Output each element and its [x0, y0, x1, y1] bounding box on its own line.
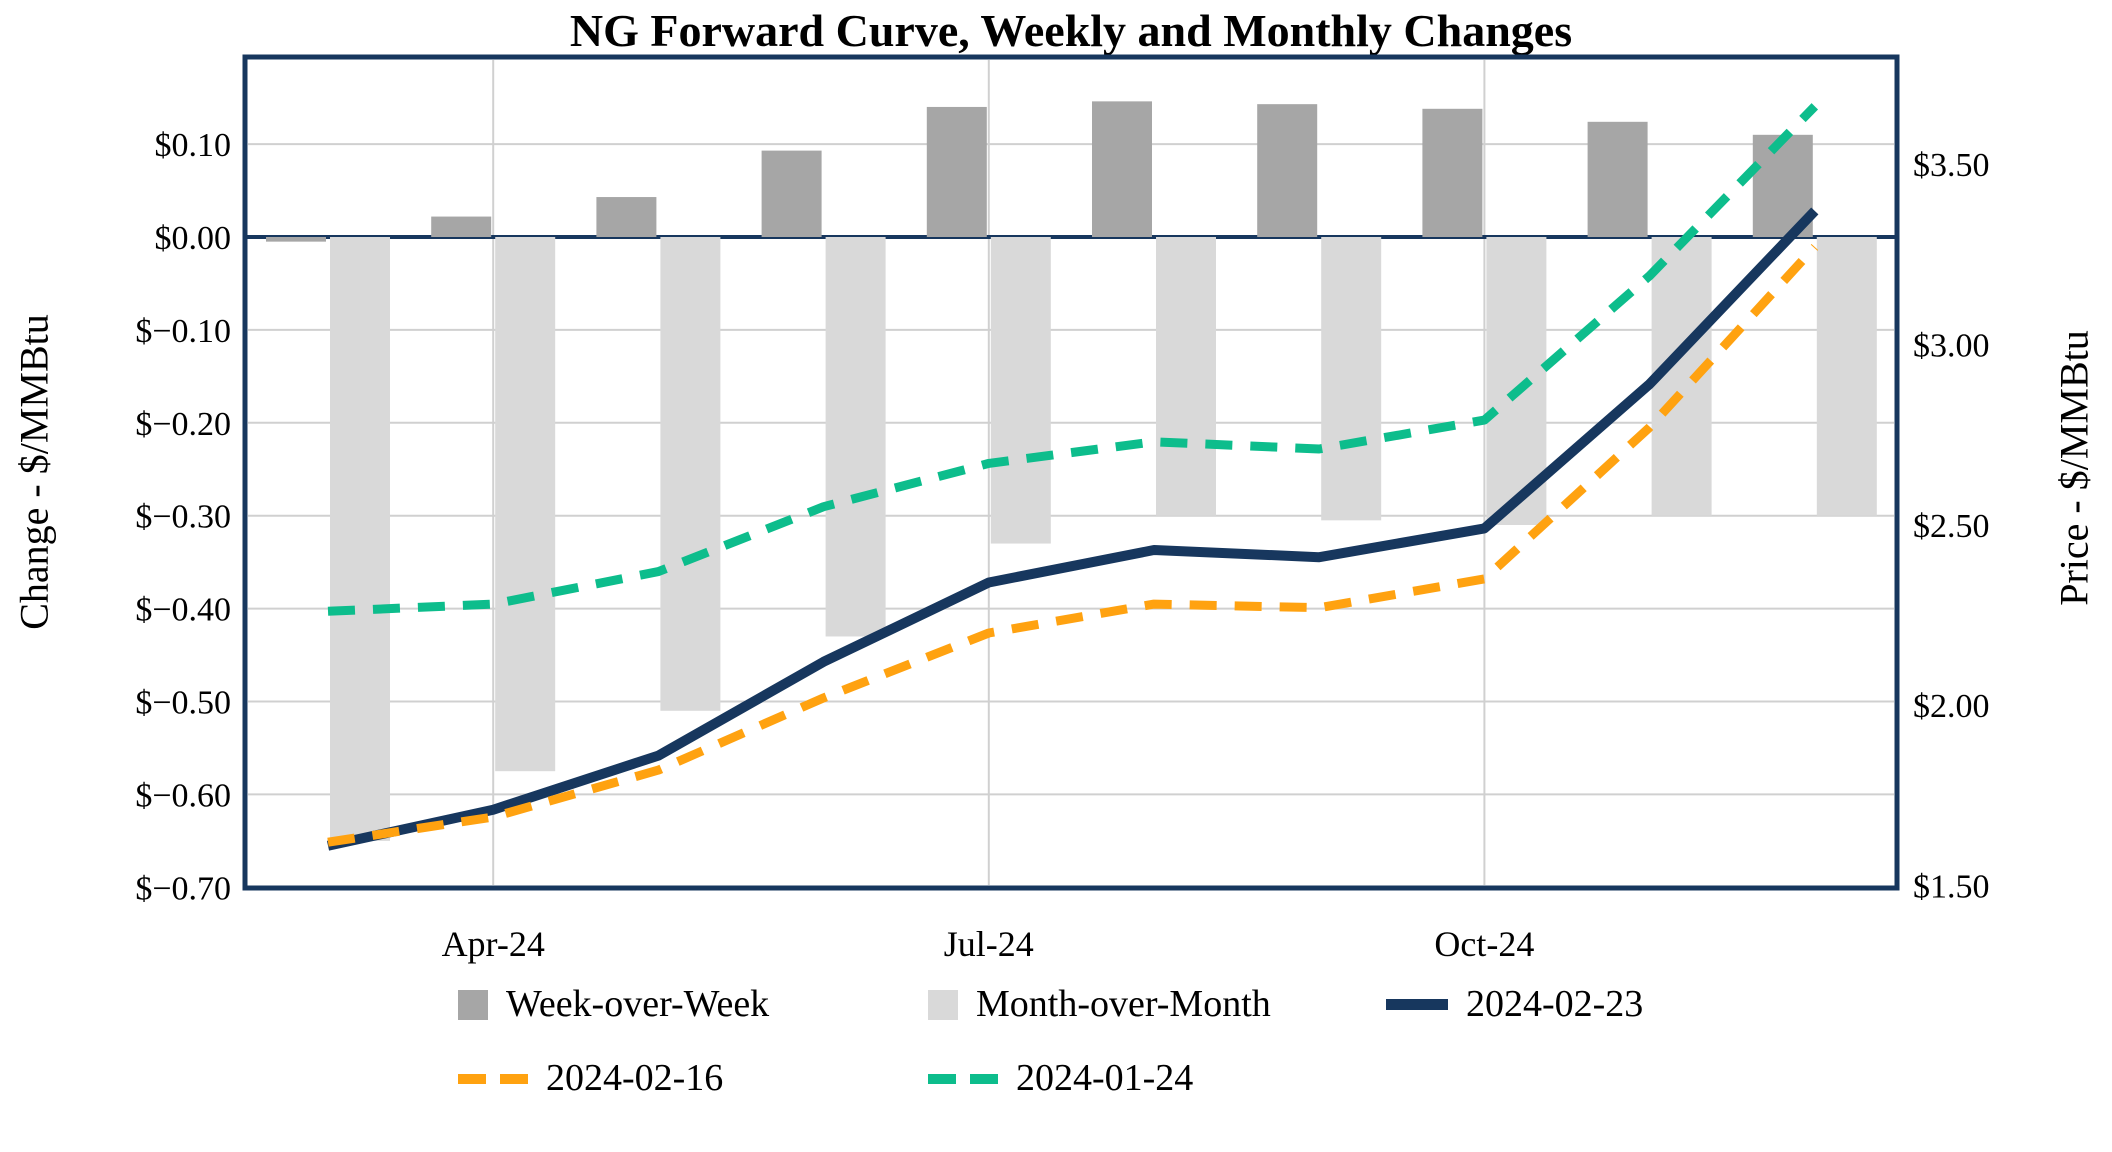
month-over-month-bar [1156, 237, 1216, 516]
price-line-2024-02-16 [327, 243, 1819, 847]
week-over-week-bar [1422, 108, 1483, 237]
price-line-2024-01-24 [327, 103, 1819, 616]
right-axis-tick-label: $3.50 [1913, 147, 1990, 184]
right-axis-tick-label: $1.50 [1913, 869, 1990, 906]
legend-item-2024-02-16: 2024-02-16 [458, 1056, 928, 1100]
month-over-month-bar [990, 237, 1051, 544]
left-axis-tick-label: $0.10 [155, 127, 232, 164]
dashed-line-swatch-icon [928, 1073, 998, 1084]
week-over-week-swatch-icon [458, 989, 488, 1020]
left-axis-tick-label: $−0.40 [135, 592, 231, 629]
legend-label: 2024-02-16 [546, 1056, 724, 1099]
plot-frame [242, 54, 1900, 891]
x-axis-tick-label: Jul-24 [944, 924, 1034, 964]
legend-item-2024-02-23: 2024-02-23 [1386, 983, 1644, 1026]
chart-legend: Week-over-Week Month-over-Month 2024-02-… [458, 983, 1644, 1100]
month-over-month-swatch-icon [928, 989, 958, 1020]
chart-plot-area: $0.10 $0.00 $−0.10 $−0.20 $−0.30 $−0.40 $−0.50… [135, 54, 1990, 964]
right-axis-tick-label: $2.00 [1913, 688, 1990, 725]
week-over-week-bar [926, 106, 987, 237]
legend-item-week-over-week: Week-over-Week [458, 983, 928, 1026]
week-over-week-bar [1257, 104, 1318, 237]
left-axis-title: Change - $/MMBtu [11, 314, 57, 630]
legend-label: Month-over-Month [976, 983, 1271, 1025]
legend-item-2024-01-24: 2024-01-24 [928, 1056, 1386, 1100]
left-axis-tick-label: $−0.20 [135, 406, 231, 443]
week-over-week-bar [761, 150, 822, 237]
right-axis-tick-label: $3.00 [1913, 327, 1990, 364]
week-over-week-bar [266, 237, 326, 242]
left-axis-tick-label: $−0.50 [135, 685, 231, 722]
legend-label: 2024-01-24 [1016, 1056, 1194, 1099]
left-axis-tick-label: $−0.30 [135, 499, 231, 536]
chart-title: NG Forward Curve, Weekly and Monthly Cha… [569, 5, 1573, 56]
week-over-week-bar [1092, 101, 1152, 237]
x-axis-tick-label: Apr-24 [442, 924, 545, 964]
month-over-month-bar [825, 237, 886, 637]
dashed-line-swatch-icon [458, 1073, 528, 1084]
month-over-month-bar [495, 237, 556, 772]
month-over-month-bar [330, 237, 390, 841]
month-over-month-bar [1816, 237, 1877, 516]
right-axis-title: Price - $/MMBtu [2051, 330, 2097, 606]
price-line-2024-02-23 [326, 207, 1819, 851]
left-axis-tick-label: $0.00 [155, 220, 232, 257]
week-over-week-bar [431, 216, 492, 237]
x-axis-tick-label: Oct-24 [1434, 924, 1534, 964]
left-axis-tick-label: $−0.10 [135, 313, 231, 350]
left-axis-tick-label: $−0.70 [135, 870, 231, 907]
legend-item-month-over-month: Month-over-Month [928, 983, 1386, 1026]
right-axis-tick-label: $2.50 [1913, 508, 1990, 545]
month-over-month-bar [1321, 237, 1382, 521]
week-over-week-bar [596, 197, 657, 237]
solid-line-swatch-icon [1386, 999, 1448, 1011]
left-axis-tick-label: $−0.60 [135, 777, 231, 814]
legend-label: Week-over-Week [506, 983, 770, 1025]
week-over-week-bar [1587, 121, 1648, 237]
legend-label: 2024-02-23 [1466, 983, 1644, 1025]
month-over-month-bar [660, 237, 721, 711]
